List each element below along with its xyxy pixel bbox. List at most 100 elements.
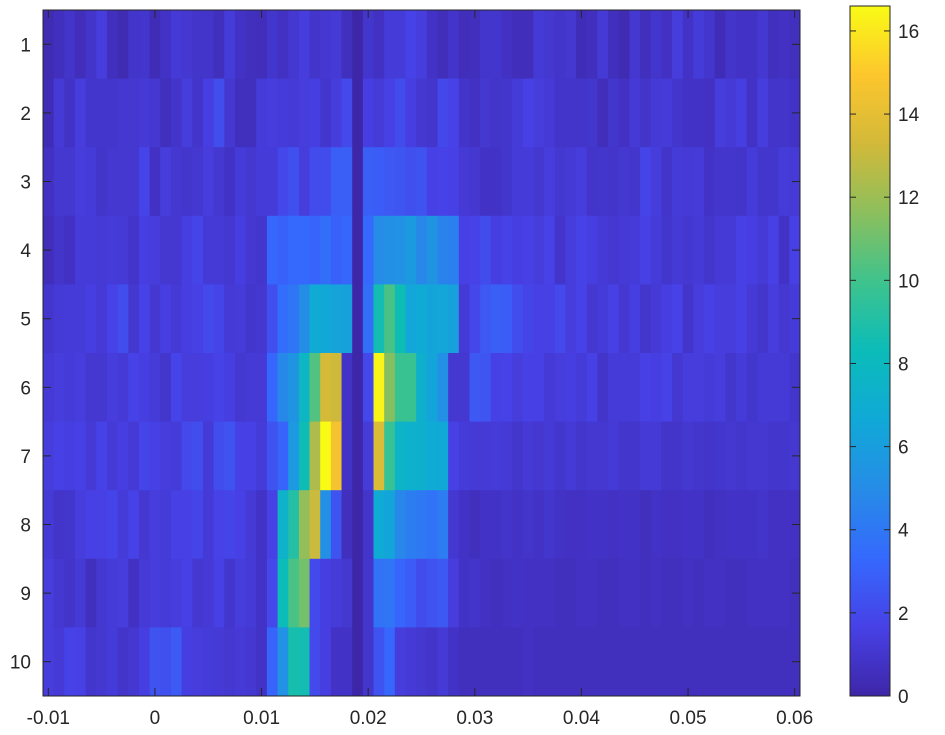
heatmap-cell — [85, 147, 97, 217]
heatmap-cell — [597, 421, 609, 491]
heatmap-cell — [96, 215, 108, 285]
heatmap-cell — [74, 558, 87, 628]
heatmap-cell — [554, 627, 567, 696]
heatmap-cell — [522, 147, 535, 217]
heatmap-cell — [768, 78, 780, 148]
heatmap-cell — [512, 353, 524, 423]
heatmap-cell — [682, 147, 694, 217]
heatmap-cell — [704, 10, 716, 80]
heatmap-cell — [64, 558, 76, 628]
heatmap-cell — [213, 10, 225, 80]
heatmap-cell — [277, 558, 289, 628]
heatmap-cell — [352, 215, 364, 285]
heatmap-cell — [170, 490, 183, 560]
heatmap-cell — [117, 421, 129, 491]
heatmap-cell — [192, 353, 204, 423]
y-axis: 1 2 3 4 5 6 7 8 9 10 — [10, 35, 800, 674]
heatmap-cell — [714, 284, 726, 354]
heatmap-cell — [618, 215, 631, 285]
heatmap-cell — [149, 627, 161, 696]
heatmap-cell — [117, 353, 129, 423]
heatmap-cell — [512, 147, 524, 217]
heatmap-cell — [117, 490, 129, 560]
heatmap-cell — [544, 215, 556, 285]
heatmap-cell — [160, 353, 172, 423]
heatmap-cell — [85, 490, 97, 560]
heatmap-cell — [394, 353, 407, 423]
heatmap-cell — [693, 558, 705, 628]
heatmap-cell — [746, 10, 758, 80]
heatmap-cell — [586, 147, 599, 217]
heatmap-cell — [288, 78, 300, 148]
heatmap-cell — [672, 78, 684, 148]
heatmap-cell — [64, 627, 76, 696]
heatmap-cell — [117, 10, 129, 80]
heatmap-cell — [288, 284, 300, 354]
heatmap-cell — [746, 558, 758, 628]
heatmap-cell — [53, 215, 65, 285]
heatmap-cell — [170, 421, 183, 491]
heatmap-cell — [373, 421, 385, 491]
heatmap-cell — [224, 10, 236, 80]
heatmap-cell — [320, 78, 332, 148]
heatmap-cell — [405, 78, 417, 148]
heatmap-cell — [469, 284, 481, 354]
heatmap-cell — [629, 558, 641, 628]
heatmap-cell — [160, 558, 172, 628]
heatmap-cell — [192, 490, 204, 560]
heatmap-cell — [682, 558, 694, 628]
heatmap-cell — [544, 353, 556, 423]
heatmap-cell — [682, 490, 694, 560]
heatmap-cell — [736, 147, 748, 217]
y-tick-label: 4 — [20, 241, 31, 262]
heatmap-cell — [554, 10, 567, 80]
heatmap-cell — [522, 284, 535, 354]
heatmap-cell — [533, 10, 545, 80]
heatmap-cell — [181, 627, 193, 696]
heatmap-cell — [490, 558, 503, 628]
heatmap-cell — [234, 284, 247, 354]
heatmap-cell — [618, 353, 631, 423]
heatmap-cell — [618, 10, 631, 80]
heatmap-cell — [533, 284, 545, 354]
heatmap-cell — [394, 627, 407, 696]
colorbar-frame — [849, 5, 891, 697]
heatmap-cell — [640, 353, 652, 423]
heatmap-cell — [448, 10, 460, 80]
heatmap-cell — [74, 78, 87, 148]
heatmap-cell — [576, 558, 588, 628]
heatmap-cell — [394, 78, 407, 148]
heatmap-cell — [640, 490, 652, 560]
heatmap-cell — [736, 353, 748, 423]
heatmap-cell — [53, 421, 65, 491]
heatmap-cell — [640, 78, 652, 148]
heatmap-cell — [352, 284, 364, 354]
heatmap-cell — [234, 558, 247, 628]
heatmap-cell — [85, 558, 97, 628]
heatmap-cell — [704, 147, 716, 217]
heatmap-cell — [522, 490, 535, 560]
heatmap-cell — [544, 558, 556, 628]
heatmap-cell — [426, 490, 439, 560]
heatmap-cell — [650, 353, 662, 423]
heatmap-cell — [160, 215, 172, 285]
heatmap-cell — [650, 490, 662, 560]
heatmap-cell — [554, 284, 567, 354]
heatmap-cell — [96, 353, 108, 423]
heatmap-cell — [64, 353, 76, 423]
heatmap-cell — [565, 558, 577, 628]
heatmap-cell — [341, 215, 353, 285]
heatmap-cell — [480, 627, 492, 696]
heatmap-cell — [128, 215, 140, 285]
heatmap-cell — [352, 627, 364, 696]
heatmap-cell — [149, 421, 161, 491]
heatmap-cell — [629, 215, 641, 285]
heatmap-cell — [330, 78, 343, 148]
heatmap-cell — [373, 78, 385, 148]
heatmap-cell — [234, 490, 247, 560]
heatmap-cell — [202, 284, 215, 354]
heatmap-cell — [586, 490, 599, 560]
heatmap-cell — [544, 490, 556, 560]
heatmap-cell — [437, 558, 449, 628]
heatmap-cell — [426, 353, 439, 423]
